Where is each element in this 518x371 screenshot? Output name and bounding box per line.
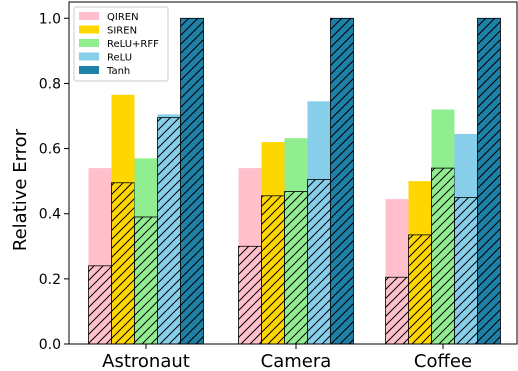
hatched-bar-tanh-coffee xyxy=(477,17,501,345)
legend: QIREN SIREN ReLU+RFF ReLU Tanh xyxy=(73,6,169,82)
hatched-bar-relu-rff-coffee xyxy=(431,167,455,345)
y-tick-label: 1.0 xyxy=(39,11,61,27)
hatched-bar-relu-rff-camera xyxy=(284,191,308,345)
y-axis-title: Relative Error xyxy=(10,128,31,251)
hatched-bar-relu-camera xyxy=(307,179,331,345)
y-tick-label: 0.2 xyxy=(39,272,61,288)
legend-label-relu-rff: ReLU+RFF xyxy=(107,39,159,50)
hatched-bar-relu-coffee xyxy=(454,197,478,345)
x-tick-label-camera: Camera xyxy=(261,351,332,371)
axes-frame xyxy=(68,1,518,345)
legend-label-qiren: QIREN xyxy=(107,12,139,23)
y-tick-label: 0.8 xyxy=(39,76,61,92)
hatched-bar-qiren-camera xyxy=(238,245,262,345)
axes: 0.0 0.2 0.4 0.6 0.8 1.0 Astronaut Camera Coffee xyxy=(39,1,518,371)
legend-swatch-tanh xyxy=(79,66,99,74)
hatched-bar-tanh-astronaut xyxy=(180,17,204,345)
legend-label-tanh: Tanh xyxy=(106,66,130,77)
hatched-bar-siren-camera xyxy=(261,195,285,345)
legend-swatch-relu xyxy=(79,52,99,61)
hatched-bar-siren-astronaut xyxy=(111,182,135,345)
legend-label-relu: ReLU xyxy=(107,53,132,64)
hatched-bar-qiren-coffee xyxy=(385,276,409,345)
x-tick-label-coffee: Coffee xyxy=(414,351,472,371)
hatched-bar-siren-coffee xyxy=(408,234,432,345)
x-tick-label-astronaut: Astronaut xyxy=(102,351,190,371)
hatched-bar-relu-astronaut xyxy=(157,117,181,345)
y-tick-label: 0.4 xyxy=(39,207,61,223)
hatched-bar-tanh-camera xyxy=(330,17,354,345)
hatched-bar-relu-rff-astronaut xyxy=(134,216,158,345)
legend-swatch-qiren xyxy=(79,12,99,20)
legend-label-siren: SIREN xyxy=(107,26,137,37)
plot-area xyxy=(88,17,501,345)
y-tick-label: 0.6 xyxy=(39,142,61,158)
y-tick-label: 0.0 xyxy=(39,337,61,353)
legend-swatch-relu-rff xyxy=(79,39,99,47)
hatched-bar-qiren-astronaut xyxy=(88,265,112,345)
legend-swatch-siren xyxy=(79,25,99,34)
